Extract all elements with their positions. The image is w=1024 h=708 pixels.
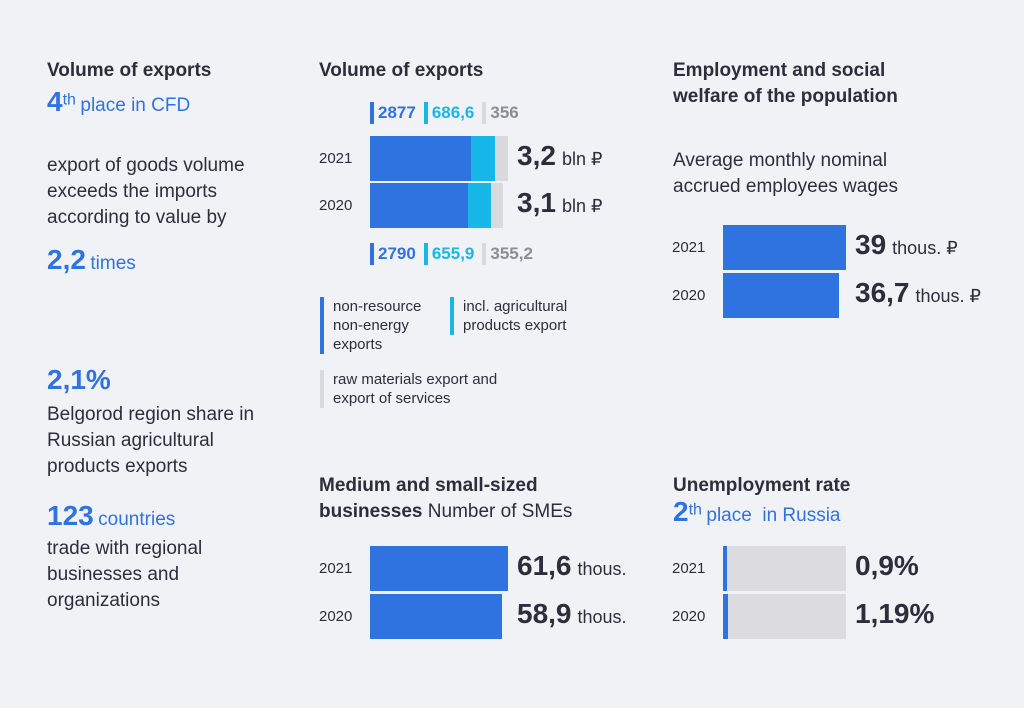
chart-title: Employment and social welfare of the pop… xyxy=(673,60,898,107)
category-label: 2021 xyxy=(672,239,706,256)
ratio-unit: times xyxy=(90,253,136,274)
rank-number: 4 xyxy=(47,86,63,117)
category-label: 2021 xyxy=(319,560,353,577)
text: export of goods volume exceeds the impor… xyxy=(47,155,245,228)
chart-title: Medium and small-sized businesses xyxy=(319,475,538,522)
countries-number: 123 xyxy=(47,500,94,531)
bar xyxy=(723,594,729,639)
ratio: 2,2 times xyxy=(47,244,136,277)
chart-title: Unemployment rate xyxy=(673,475,851,496)
bar xyxy=(370,594,502,639)
text: trade with regional businesses and organ… xyxy=(47,538,203,611)
text: Belgorod region share in Russian agricul… xyxy=(47,404,255,477)
category-label: 2020 xyxy=(672,287,706,304)
legend-item: non-resource non-energy exports xyxy=(320,297,451,354)
value: 3,2 xyxy=(517,140,556,171)
value-label: 3,1 bln ₽ xyxy=(517,187,602,219)
value-label: 36,7 thous. ₽ xyxy=(855,277,981,309)
segment-labels: 2790 655,9 355,2 xyxy=(370,243,533,265)
value: 0,9% xyxy=(855,550,919,581)
category-label: 2020 xyxy=(319,608,353,625)
bar-segment xyxy=(467,183,491,228)
countries: 123 countries xyxy=(47,500,175,533)
segment-label: 2790 xyxy=(370,243,416,265)
chart-title: Volume of exports xyxy=(319,60,484,81)
value-label: 3,2 bln ₽ xyxy=(517,140,602,172)
share: 2,1% xyxy=(47,364,111,395)
bar xyxy=(370,546,508,591)
countries-unit: countries xyxy=(98,509,176,530)
value-label: 39 thous. ₽ xyxy=(855,229,958,261)
rank-suffix: th xyxy=(688,501,702,519)
bar-segment xyxy=(370,183,468,228)
segment-label: 686,6 xyxy=(423,102,474,124)
unit: bln ₽ xyxy=(561,196,603,216)
legend-item: incl. agricultural products export xyxy=(450,297,593,335)
unit: thous. xyxy=(577,559,627,579)
value: 36,7 xyxy=(855,277,910,308)
unit: bln ₽ xyxy=(561,149,603,169)
rank-suffix: th xyxy=(62,91,76,109)
segment-labels: 2877 686,6 356 xyxy=(370,102,519,124)
unit: thous. ₽ xyxy=(892,238,958,258)
value-label: 58,9 thous. xyxy=(517,598,627,630)
legend-item: raw materials export and export of servi… xyxy=(320,370,533,408)
rank-number: 2 xyxy=(673,496,689,527)
bar-track xyxy=(723,594,846,639)
chart-heading: Medium and small-sized businesses Number… xyxy=(319,473,614,525)
unit: thous. xyxy=(577,607,627,627)
ratio-number: 2,2 xyxy=(47,244,86,275)
category-label: 2020 xyxy=(672,608,706,625)
rank: 2th place in Russia xyxy=(673,496,841,529)
value-label: 61,6 thous. xyxy=(517,550,627,582)
rank-text: place in CFD xyxy=(80,95,191,116)
bar-track xyxy=(723,546,846,591)
category-label: 2021 xyxy=(319,150,353,167)
category-label: 2021 xyxy=(672,560,706,577)
left-title: Volume of exports xyxy=(47,60,212,81)
segment-label: 2877 xyxy=(370,102,416,124)
bar-segment xyxy=(370,136,471,181)
rank: 4th place in CFD xyxy=(47,86,190,119)
bar xyxy=(723,273,839,318)
chart-subtitle: Average monthly nominal accrued employee… xyxy=(673,150,898,197)
bar-segment xyxy=(495,136,508,181)
category-label: 2020 xyxy=(319,197,353,214)
value: 3,1 xyxy=(517,187,556,218)
segment-label: 355,2 xyxy=(482,243,533,265)
segment-label: 356 xyxy=(482,102,519,124)
value: 1,19% xyxy=(855,598,935,629)
value-label: 0,9% xyxy=(855,550,919,582)
bar-segment xyxy=(490,183,504,228)
chart-subtitle: Number of SMEs xyxy=(427,501,573,522)
value-label: 1,19% xyxy=(855,598,934,630)
unit: thous. ₽ xyxy=(915,286,982,306)
bar xyxy=(723,225,847,270)
bar xyxy=(723,546,727,591)
segment-label: 655,9 xyxy=(423,243,474,265)
value: 61,6 xyxy=(517,550,572,581)
rank-text: place in Russia xyxy=(706,505,841,526)
value: 39 xyxy=(855,229,887,260)
value: 58,9 xyxy=(517,598,572,629)
bar-segment xyxy=(470,136,496,181)
